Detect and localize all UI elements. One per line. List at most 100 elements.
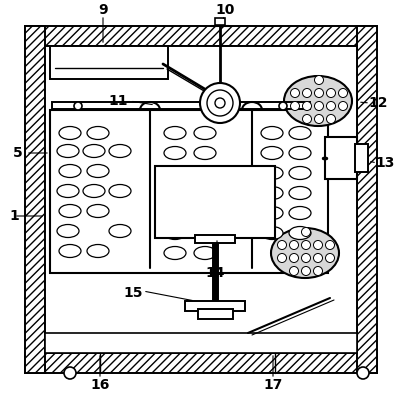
Bar — [355, 144, 368, 172]
Ellipse shape — [87, 245, 109, 257]
Bar — [50, 110, 328, 273]
Ellipse shape — [289, 146, 311, 160]
Circle shape — [314, 267, 322, 275]
Text: 5: 5 — [13, 146, 23, 160]
Circle shape — [338, 101, 348, 111]
Circle shape — [290, 241, 298, 249]
Circle shape — [215, 98, 225, 108]
Ellipse shape — [289, 186, 311, 200]
Circle shape — [290, 253, 298, 263]
Circle shape — [302, 101, 312, 111]
Ellipse shape — [289, 227, 311, 239]
Ellipse shape — [261, 166, 283, 180]
Ellipse shape — [194, 227, 216, 239]
Text: 13: 13 — [375, 156, 395, 170]
Ellipse shape — [83, 184, 105, 198]
Circle shape — [326, 89, 336, 97]
Ellipse shape — [261, 146, 283, 160]
Circle shape — [338, 89, 348, 97]
Circle shape — [302, 227, 310, 237]
Circle shape — [64, 367, 76, 379]
Circle shape — [314, 115, 324, 124]
Circle shape — [302, 89, 312, 97]
Ellipse shape — [261, 186, 283, 200]
Text: 12: 12 — [368, 96, 388, 110]
Circle shape — [200, 83, 240, 123]
Circle shape — [278, 241, 286, 249]
Ellipse shape — [87, 164, 109, 178]
Ellipse shape — [87, 126, 109, 140]
Bar — [52, 102, 310, 109]
Ellipse shape — [261, 207, 283, 219]
Bar — [25, 26, 377, 46]
Text: 11: 11 — [108, 94, 128, 108]
Ellipse shape — [284, 76, 352, 126]
Bar — [45, 46, 357, 353]
Circle shape — [278, 253, 286, 263]
Bar — [50, 46, 168, 79]
Ellipse shape — [194, 207, 216, 219]
Ellipse shape — [164, 247, 186, 259]
Circle shape — [207, 90, 233, 116]
Circle shape — [74, 102, 82, 110]
Ellipse shape — [59, 164, 81, 178]
Ellipse shape — [57, 225, 79, 237]
Ellipse shape — [194, 186, 216, 200]
Circle shape — [326, 101, 336, 111]
Bar — [198, 309, 233, 319]
Ellipse shape — [87, 205, 109, 217]
Bar — [357, 26, 377, 373]
Circle shape — [290, 89, 300, 97]
Circle shape — [279, 102, 287, 110]
Ellipse shape — [164, 146, 186, 160]
Circle shape — [357, 367, 369, 379]
Ellipse shape — [271, 228, 339, 278]
Circle shape — [302, 115, 312, 124]
Ellipse shape — [289, 207, 311, 219]
Bar — [45, 333, 357, 353]
Ellipse shape — [59, 245, 81, 257]
Bar — [325, 137, 357, 179]
Bar — [195, 235, 235, 243]
Ellipse shape — [194, 166, 216, 180]
Ellipse shape — [261, 126, 283, 140]
Text: 1: 1 — [9, 209, 19, 223]
Circle shape — [314, 101, 324, 111]
Circle shape — [326, 253, 334, 263]
Ellipse shape — [57, 184, 79, 198]
Bar — [185, 301, 245, 311]
Circle shape — [290, 267, 298, 275]
Ellipse shape — [164, 207, 186, 219]
Circle shape — [290, 101, 300, 111]
Ellipse shape — [194, 146, 216, 160]
Ellipse shape — [164, 227, 186, 239]
Ellipse shape — [194, 247, 216, 259]
Ellipse shape — [261, 227, 283, 239]
Ellipse shape — [59, 126, 81, 140]
Text: 14: 14 — [205, 266, 225, 280]
Circle shape — [302, 267, 310, 275]
Ellipse shape — [109, 225, 131, 237]
Ellipse shape — [109, 144, 131, 158]
Circle shape — [302, 241, 310, 249]
Text: 16: 16 — [90, 378, 110, 392]
Circle shape — [314, 89, 324, 97]
Text: 15: 15 — [123, 286, 143, 300]
Text: 17: 17 — [263, 378, 283, 392]
Text: 10: 10 — [215, 3, 235, 17]
Ellipse shape — [289, 166, 311, 180]
Ellipse shape — [83, 144, 105, 158]
Ellipse shape — [164, 126, 186, 140]
Ellipse shape — [164, 186, 186, 200]
Circle shape — [314, 253, 322, 263]
Bar — [155, 166, 275, 238]
Text: 9: 9 — [98, 3, 108, 17]
Ellipse shape — [59, 205, 81, 217]
Circle shape — [326, 115, 336, 124]
Bar — [215, 18, 225, 25]
Circle shape — [314, 75, 324, 85]
Ellipse shape — [289, 126, 311, 140]
Ellipse shape — [109, 184, 131, 198]
Circle shape — [326, 241, 334, 249]
Circle shape — [314, 241, 322, 249]
